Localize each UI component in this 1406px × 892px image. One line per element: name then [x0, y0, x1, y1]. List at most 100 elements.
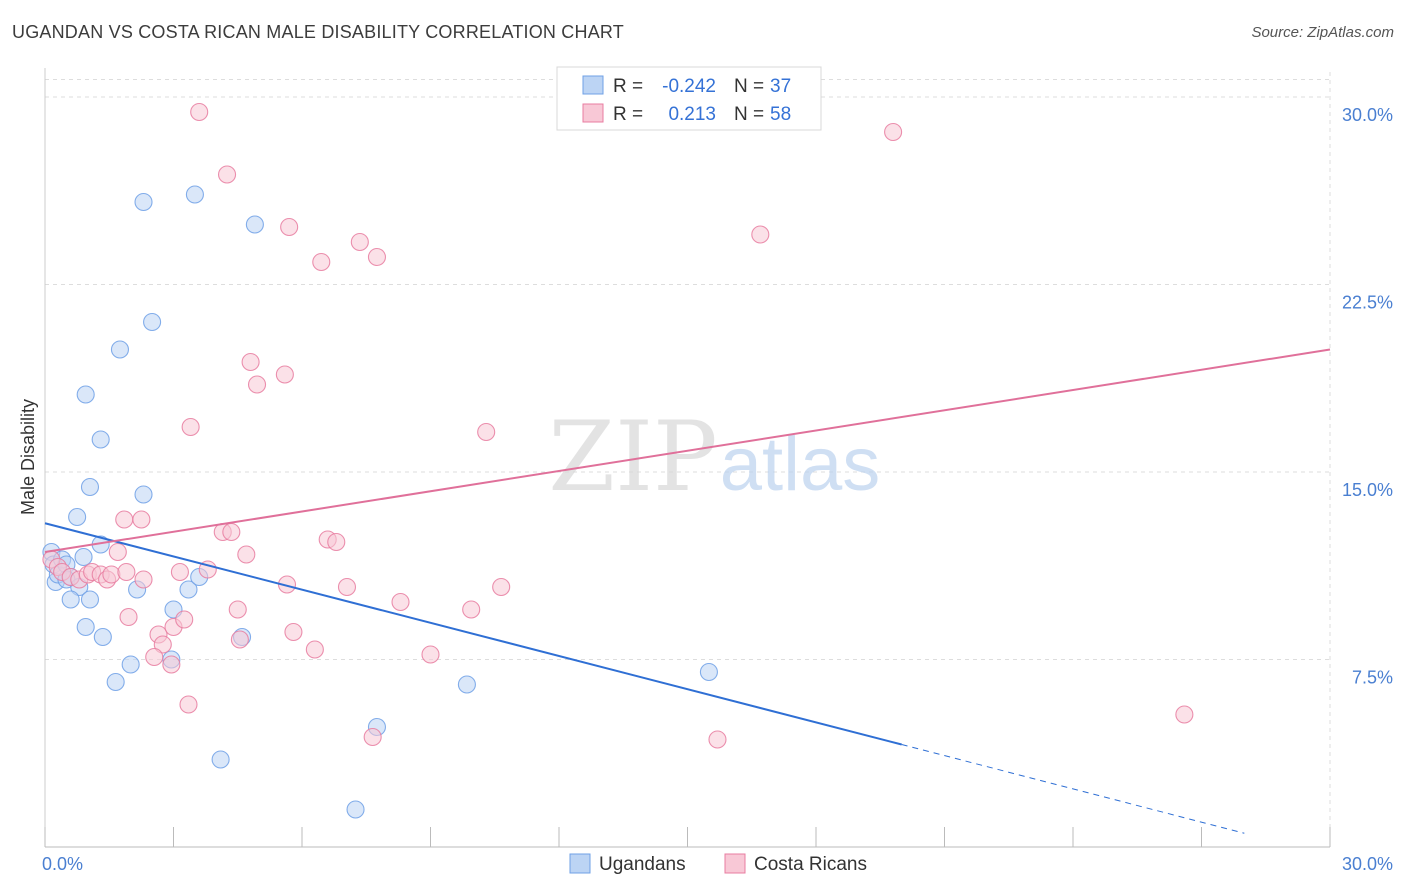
- legend-label-costa-ricans: Costa Ricans: [754, 854, 867, 875]
- data-point-ugandans: [134, 485, 153, 504]
- data-point-ugandans: [80, 477, 100, 497]
- x-tick-label: 30.0%: [1342, 854, 1393, 874]
- data-point-costa-ricans: [284, 622, 303, 642]
- data-point-costa-ricans: [241, 352, 260, 372]
- data-points: [42, 95, 1194, 819]
- data-point-costa-ricans: [492, 577, 511, 597]
- data-point-ugandans: [245, 215, 264, 234]
- data-point-costa-ricans: [884, 122, 903, 142]
- y-tick-label: 22.5%: [1342, 293, 1393, 313]
- y-tick-label: 7.5%: [1352, 668, 1393, 688]
- legend-label-ugandans: Ugandans: [599, 854, 686, 875]
- data-point-costa-ricans: [132, 510, 151, 529]
- data-point-costa-ricans: [198, 560, 217, 579]
- data-point-costa-ricans: [421, 645, 440, 664]
- data-point-costa-ricans: [462, 600, 481, 619]
- data-point-ugandans: [179, 580, 198, 599]
- data-point-costa-ricans: [117, 562, 136, 582]
- series-legend: Ugandans Costa Ricans: [569, 853, 867, 875]
- trend-line-ugandans-extrapolated: [901, 744, 1245, 834]
- data-point-costa-ricans: [119, 607, 138, 627]
- data-point-costa-ricans: [175, 610, 194, 629]
- data-point-costa-ricans: [367, 247, 387, 267]
- data-point-ugandans: [185, 185, 204, 204]
- stats-legend-swatch-costa-ricans: [582, 103, 604, 123]
- y-axis-label: Male Disability: [18, 399, 38, 515]
- data-point-ugandans: [346, 800, 365, 819]
- stats-n-label-ugandans: N =: [734, 76, 764, 97]
- data-point-costa-ricans: [179, 695, 198, 714]
- data-point-costa-ricans: [102, 565, 121, 584]
- data-point-costa-ricans: [170, 562, 189, 582]
- stats-r-value-ugandans: -0.242: [662, 76, 716, 97]
- data-point-costa-ricans: [708, 730, 727, 749]
- data-point-ugandans: [61, 590, 80, 609]
- data-point-costa-ricans: [280, 217, 299, 237]
- axes: [44, 68, 1331, 848]
- data-point-ugandans: [106, 672, 125, 692]
- data-point-ugandans: [110, 340, 130, 359]
- y-tick-label: 30.0%: [1342, 105, 1393, 125]
- stats-r-label-ugandans: R =: [613, 76, 643, 97]
- data-point-costa-ricans: [181, 417, 200, 437]
- data-point-costa-ricans: [190, 102, 209, 122]
- y-tick-label: 15.0%: [1342, 480, 1393, 500]
- data-point-costa-ricans: [1175, 705, 1194, 724]
- data-point-costa-ricans: [153, 635, 172, 654]
- data-point-costa-ricans: [751, 225, 770, 244]
- stats-r-value-costa-ricans: 0.213: [668, 104, 716, 125]
- data-point-ugandans: [121, 655, 140, 674]
- data-point-ugandans: [457, 675, 476, 694]
- data-point-costa-ricans: [247, 375, 267, 394]
- data-point-costa-ricans: [108, 542, 127, 562]
- watermark-atlas: atlas: [720, 422, 881, 507]
- data-point-ugandans: [68, 507, 87, 527]
- watermark-zip: ZIP: [548, 401, 717, 513]
- data-point-costa-ricans: [327, 532, 346, 552]
- data-point-costa-ricans: [275, 365, 294, 384]
- data-point-ugandans: [76, 385, 95, 404]
- data-point-ugandans: [134, 192, 153, 212]
- data-point-costa-ricans: [305, 640, 324, 659]
- data-point-costa-ricans: [391, 592, 410, 612]
- data-point-costa-ricans: [145, 647, 164, 667]
- data-point-costa-ricans: [162, 655, 181, 674]
- data-point-costa-ricans: [477, 422, 496, 442]
- trend-line-costa-ricans: [44, 348, 1331, 553]
- stats-n-value-ugandans: 37: [770, 76, 791, 97]
- stats-n-label-costa-ricans: N =: [734, 104, 764, 125]
- data-point-costa-ricans: [115, 510, 134, 529]
- legend-swatch-costa-ricans: [724, 853, 746, 874]
- data-point-ugandans: [74, 547, 93, 567]
- data-point-ugandans: [80, 590, 100, 609]
- data-point-ugandans: [699, 662, 718, 682]
- data-point-ugandans: [91, 430, 110, 449]
- data-point-costa-ricans: [337, 577, 357, 597]
- data-point-costa-ricans: [228, 600, 247, 619]
- watermark: ZIP atlas: [548, 401, 880, 513]
- data-point-costa-ricans: [350, 232, 369, 252]
- data-point-ugandans: [93, 627, 112, 647]
- stats-n-value-costa-ricans: 58: [770, 104, 791, 125]
- x-tick-label: 0.0%: [42, 854, 83, 874]
- data-point-costa-ricans: [222, 522, 241, 542]
- stats-r-label-costa-ricans: R =: [613, 104, 643, 125]
- data-point-ugandans: [211, 750, 230, 769]
- data-point-costa-ricans: [217, 165, 237, 184]
- legend-swatch-ugandans: [569, 853, 591, 874]
- trend-line-ugandans: [44, 522, 902, 746]
- data-point-ugandans: [76, 617, 95, 637]
- data-point-costa-ricans: [230, 630, 249, 649]
- chart-source: Source: ZipAtlas.com: [1251, 24, 1394, 41]
- data-point-costa-ricans: [237, 545, 256, 564]
- stats-legend: R = -0.242 N = 37 R = 0.213 N = 58: [556, 66, 822, 131]
- tick-labels: 7.5% 15.0% 22.5% 30.0% 0.0% 30.0%: [42, 105, 1393, 874]
- trend-lines: [44, 348, 1331, 834]
- data-point-costa-ricans: [134, 570, 153, 589]
- stats-legend-swatch-ugandans: [582, 75, 604, 95]
- chart-title: UGANDAN VS COSTA RICAN MALE DISABILITY C…: [12, 22, 624, 42]
- data-point-costa-ricans: [312, 252, 331, 272]
- data-point-costa-ricans: [363, 727, 382, 747]
- data-point-ugandans: [143, 312, 162, 332]
